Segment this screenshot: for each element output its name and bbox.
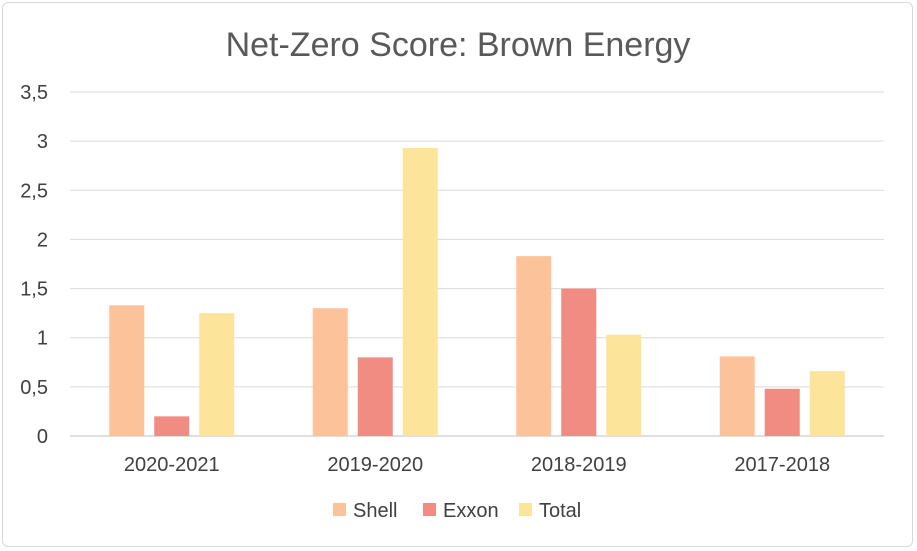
y-tick-label: 2 (37, 229, 48, 251)
legend-swatch-exxon (423, 503, 436, 516)
chart-title: Net-Zero Score: Brown Energy (226, 26, 691, 64)
y-tick-label: 3,5 (20, 82, 48, 104)
y-tick-label: 2,5 (20, 180, 48, 202)
legend-label-exxon: Exxon (443, 500, 499, 522)
bars (109, 148, 845, 436)
y-axis-ticks: 0 0,5 1 1,5 2 2,5 3 3,5 (20, 82, 48, 448)
x-axis-ticks: 2020-2021 2019-2020 2018-2019 2017-2018 (124, 454, 830, 476)
bar-exxon-2019-2020 (357, 357, 393, 436)
bar-total-2017-2018 (809, 371, 845, 436)
y-tick-label: 1 (37, 328, 48, 350)
bar-exxon-2018-2019 (561, 288, 597, 436)
legend-swatch-shell (333, 503, 346, 516)
legend-swatch-total (519, 503, 532, 516)
legend: Shell Exxon Total (333, 500, 581, 522)
x-tick-label: 2020-2021 (124, 454, 220, 476)
bar-shell-2020-2021 (109, 305, 145, 436)
bar-total-2018-2019 (606, 334, 642, 436)
x-tick-label: 2019-2020 (327, 454, 423, 476)
bar-total-2020-2021 (199, 313, 235, 436)
y-tick-label: 3 (37, 131, 48, 153)
y-tick-label: 0 (37, 426, 48, 448)
grid-lines (70, 91, 884, 437)
bar-shell-2017-2018 (719, 356, 755, 436)
bar-exxon-2020-2021 (154, 416, 190, 436)
x-tick-label: 2017-2018 (734, 454, 830, 476)
legend-label-shell: Shell (353, 500, 397, 522)
x-tick-label: 2018-2019 (531, 454, 627, 476)
y-tick-label: 0,5 (20, 377, 48, 399)
bar-shell-2019-2020 (312, 308, 348, 436)
legend-label-total: Total (539, 500, 581, 522)
bar-total-2019-2020 (402, 148, 438, 436)
bar-exxon-2017-2018 (764, 388, 800, 436)
bar-shell-2018-2019 (516, 256, 552, 436)
y-tick-label: 1,5 (20, 279, 48, 301)
